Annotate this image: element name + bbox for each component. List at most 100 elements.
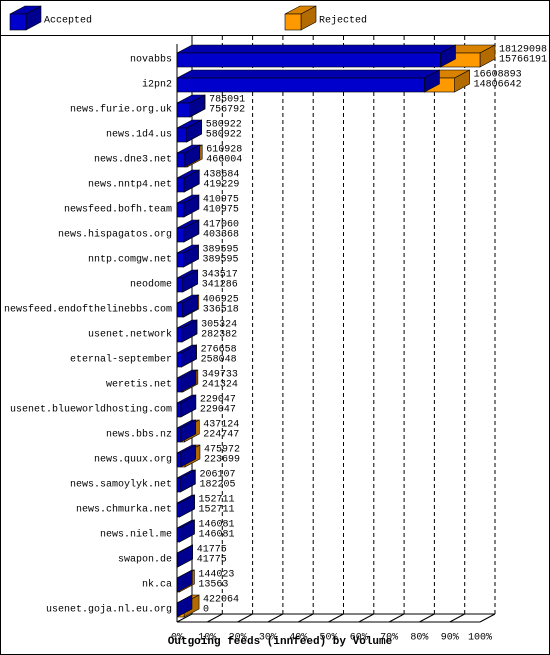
legend-swatch — [9, 5, 42, 31]
value-label: 580922 — [206, 130, 242, 141]
bar-accepted — [176, 69, 440, 93]
bar-accepted-front — [176, 377, 182, 393]
bar-accepted — [176, 444, 197, 468]
value-label: 0 — [203, 605, 209, 616]
bar-accepted — [176, 369, 197, 393]
category-label: news.dne3.net — [94, 154, 172, 166]
bar-accepted — [176, 594, 193, 618]
value-label: 410975 — [203, 195, 239, 206]
x-tick-label: 70% — [380, 633, 398, 644]
bar-accepted-front — [176, 202, 185, 218]
value-label: 610928 — [206, 145, 242, 156]
value-label: 343517 — [202, 270, 238, 281]
category-label: novabbs — [130, 54, 172, 66]
value-label: 14806642 — [474, 80, 522, 91]
value-label: 15766191 — [499, 55, 547, 66]
category-label: weretis.net — [106, 379, 172, 391]
bar-accepted-front — [176, 477, 181, 493]
value-label: 223699 — [204, 455, 240, 466]
bar-accepted-front — [176, 452, 182, 468]
bar-accepted — [176, 469, 196, 493]
value-label: 241324 — [202, 380, 238, 391]
value-label: 224747 — [203, 430, 239, 441]
bar-accepted-front — [176, 427, 182, 443]
category-label: news.1d4.us — [106, 129, 172, 141]
x-tick-label: 100% — [468, 633, 492, 644]
category-label: i2pn2 — [142, 79, 172, 91]
value-label: 258048 — [201, 355, 237, 366]
category-label: usenet.blueworldhosting.com — [10, 404, 172, 416]
bar-accepted-front — [176, 527, 180, 543]
legend-swatch-front — [9, 13, 27, 31]
value-label: 206107 — [199, 470, 235, 481]
category-label: newsfeed.endofthelinebbs.com — [4, 304, 172, 316]
category-label: news.bbs.nz — [106, 429, 172, 441]
x-tick-label: 0% — [171, 633, 183, 644]
category-label: news.samoylyk.net — [70, 479, 172, 491]
bar-accepted-front — [176, 77, 425, 93]
category-label: news.quux.org — [94, 455, 172, 466]
legend-swatch-front — [284, 13, 302, 31]
chart-title: Outgoing feeds (innfeed) by Volume — [168, 636, 393, 648]
value-label: 152711 — [199, 505, 235, 516]
bar-accepted — [176, 494, 195, 518]
category-label: usenet.goja.nl.eu.org — [46, 604, 172, 616]
value-label: 13563 — [198, 580, 228, 591]
bar-accepted — [176, 219, 200, 243]
value-label: 144023 — [198, 570, 234, 581]
bar-accepted — [176, 144, 201, 168]
value-label: 419229 — [203, 180, 239, 191]
value-label: 756792 — [209, 105, 245, 116]
bar-accepted — [176, 94, 205, 118]
bar-accepted-front — [176, 327, 183, 343]
bar-accepted-side — [176, 594, 193, 618]
legend-swatch — [284, 5, 317, 31]
tick-mark — [267, 613, 284, 623]
bar-accepted-front — [176, 152, 186, 168]
bar-accepted — [176, 169, 200, 193]
value-label: 349733 — [202, 370, 238, 381]
bar-accepted — [176, 194, 200, 218]
value-label: 229047 — [200, 395, 236, 406]
tick-mark — [176, 613, 193, 623]
category-label: news.nntp4.net — [88, 180, 172, 191]
value-label: 410975 — [203, 205, 239, 216]
value-label: 305324 — [201, 320, 237, 331]
value-label: 403368 — [203, 230, 239, 241]
value-label: 422064 — [203, 595, 239, 606]
bar-accepted-front — [176, 102, 190, 118]
legend-label: Rejected — [319, 15, 367, 27]
category-label: neodome — [130, 279, 172, 291]
bar-accepted-front — [176, 127, 188, 143]
value-label: 41775 — [197, 545, 227, 556]
bar-accepted — [176, 344, 197, 368]
tick-mark — [419, 613, 435, 623]
value-label: 389595 — [203, 255, 239, 266]
category-label: usenet.network — [88, 329, 172, 341]
value-label: 466004 — [206, 155, 242, 166]
tick-mark — [328, 613, 344, 623]
value-label: 389595 — [203, 245, 239, 256]
x-tick-label: 10% — [198, 633, 216, 644]
value-label: 276658 — [201, 345, 237, 356]
value-label: 437124 — [203, 420, 239, 431]
value-label: 475972 — [204, 445, 240, 456]
x-tick-label: 40% — [289, 633, 307, 644]
category-label: eternal-september — [70, 354, 172, 366]
value-label: 341286 — [202, 280, 238, 291]
bar-accepted-front — [176, 252, 184, 268]
value-label: 152711 — [199, 495, 235, 506]
bar-accepted — [176, 44, 456, 68]
value-label: 146081 — [198, 520, 234, 531]
x-tick-label: 50% — [319, 633, 337, 644]
bar-accepted-front — [176, 302, 183, 318]
value-label: 146081 — [198, 530, 234, 541]
tick-mark — [449, 613, 465, 623]
category-label: swapon.de — [118, 554, 172, 566]
category-label: nk.ca — [142, 579, 172, 591]
bar-accepted-top — [176, 69, 440, 79]
value-label: 438684 — [203, 170, 239, 181]
x-tick-label: 30% — [259, 633, 277, 644]
